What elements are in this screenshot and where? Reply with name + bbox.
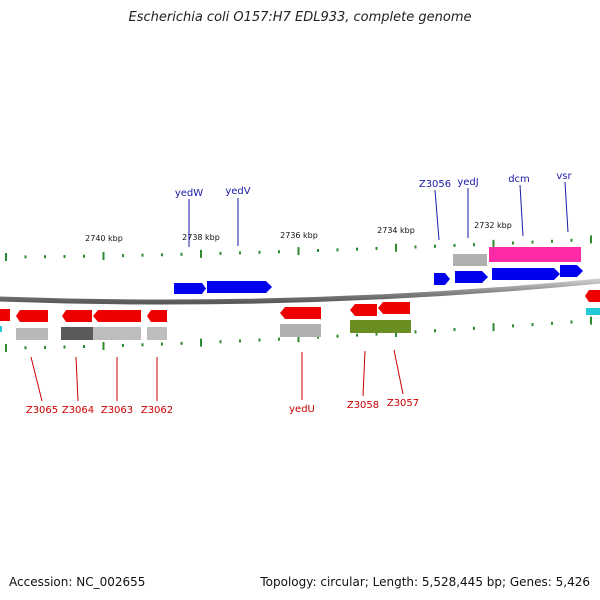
gene-label[interactable]: yedV (225, 186, 250, 197)
scale-label: 2734 kbp (377, 226, 415, 235)
scale-label: 2732 kbp (474, 221, 512, 230)
gene-yedW[interactable] (174, 283, 206, 294)
gene-label[interactable]: vsr (556, 171, 572, 182)
gene-yedV[interactable] (207, 281, 272, 293)
track-block[interactable] (61, 327, 93, 340)
track-block[interactable] (489, 247, 581, 262)
gene-label[interactable]: yedW (175, 188, 203, 199)
gene-z3057[interactable] (378, 302, 410, 314)
gene-yedU[interactable] (280, 307, 321, 319)
scale-label: 2736 kbp (280, 231, 318, 240)
track-block[interactable] (0, 326, 2, 332)
track-block[interactable] (586, 308, 600, 315)
gene-label[interactable]: Z3065 (26, 405, 58, 416)
track-block[interactable] (16, 328, 48, 340)
gene-label[interactable]: Z3058 (347, 400, 379, 411)
gene-z3063[interactable] (93, 310, 141, 322)
accession-text: Accession: NC_002655 (9, 575, 146, 589)
gene-z3064[interactable] (62, 310, 92, 322)
gene-edge-right[interactable] (585, 290, 600, 302)
scale-label: 2738 kbp (182, 233, 220, 242)
track-block[interactable] (280, 324, 321, 337)
gene-z3058[interactable] (350, 304, 377, 316)
gene-z3056[interactable] (434, 273, 450, 285)
scale-labels: 2740 kbp 2738 kbp 2736 kbp 2734 kbp 2732… (85, 221, 512, 243)
plus-strand-genes (174, 265, 583, 294)
scale-label: 2740 kbp (85, 234, 123, 243)
plus-gene-labels: yedW yedV Z3056 yedJ dcm vsr (175, 171, 573, 199)
genome-summary: Topology: circular; Length: 5,528,445 bp… (260, 575, 590, 589)
minus-gene-labels: Z3065 Z3064 Z3063 Z3062 yedU Z3058 Z3057 (26, 398, 419, 416)
gene-label[interactable]: yedJ (457, 177, 478, 188)
genome-title: Escherichia coli O157:H7 EDL933, complet… (128, 10, 472, 25)
gene-label[interactable]: Z3062 (141, 405, 173, 416)
gene-edge-left[interactable] (0, 309, 10, 321)
outer-tick-ring (5, 235, 592, 261)
gene-label[interactable]: Z3057 (387, 398, 419, 409)
track-block[interactable] (93, 327, 141, 340)
gene-yedJ[interactable] (455, 271, 488, 283)
genome-backbone (0, 278, 600, 305)
gene-label[interactable]: Z3064 (62, 405, 94, 416)
gene-label[interactable]: yedU (289, 404, 315, 415)
track-block[interactable] (350, 320, 411, 333)
track-block[interactable] (147, 327, 167, 340)
gene-dcm[interactable] (492, 268, 560, 280)
gene-z3062[interactable] (147, 310, 167, 322)
gene-label[interactable]: Z3056 (419, 179, 451, 190)
gene-label[interactable]: Z3063 (101, 405, 133, 416)
label-leaders (30, 181, 569, 402)
track-block[interactable] (453, 254, 487, 266)
inner-tick-ring (5, 316, 592, 352)
minus-strand-genes (0, 290, 600, 322)
gene-z3065[interactable] (16, 310, 48, 322)
gene-label[interactable]: dcm (508, 174, 530, 185)
feature-tracks (0, 247, 600, 340)
gene-vsr[interactable] (560, 265, 583, 277)
